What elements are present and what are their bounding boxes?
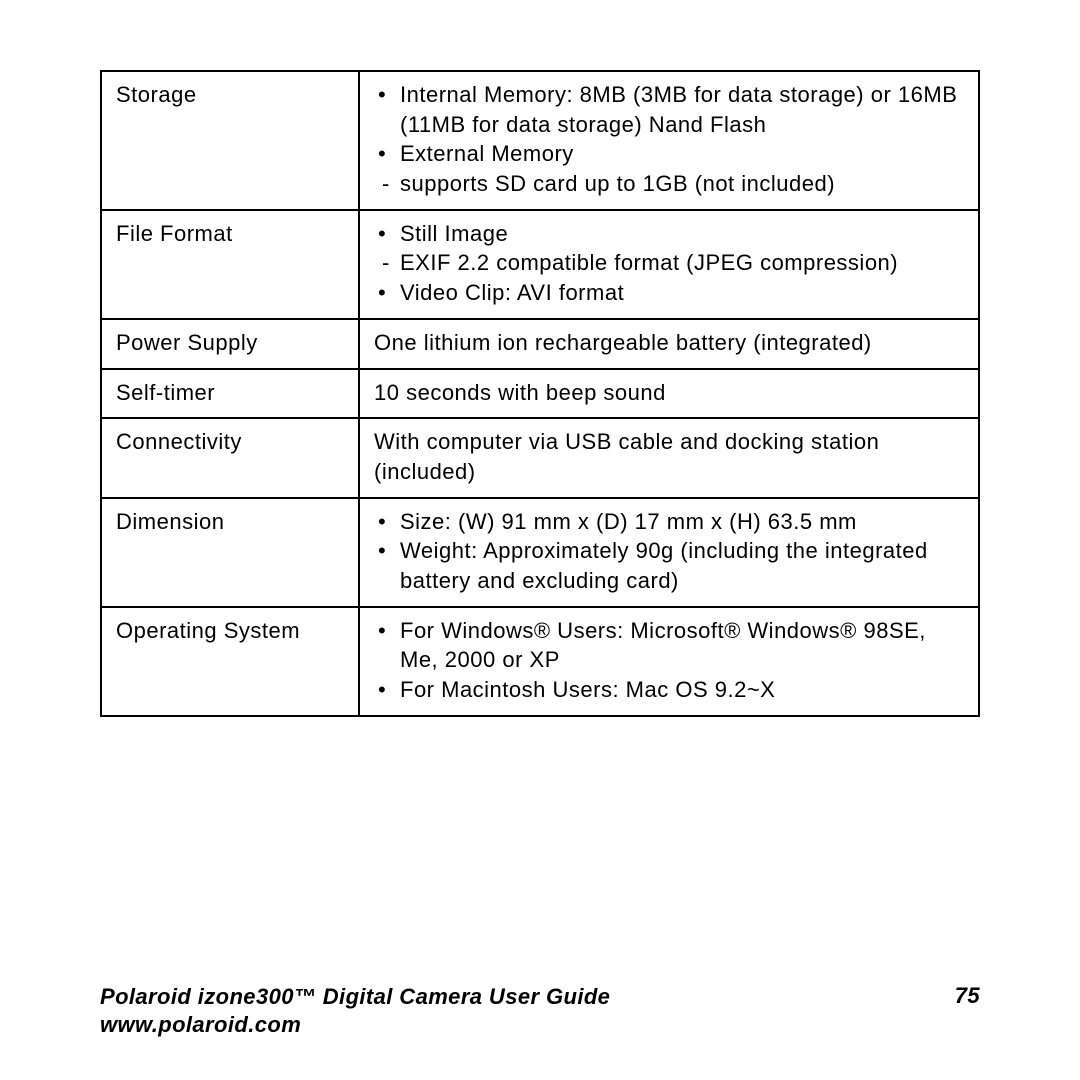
bullet-item: Internal Memory: 8MB (3MB for data stora… [374, 80, 966, 139]
footer-left: Polaroid izone300™ Digital Camera User G… [100, 983, 610, 1040]
bullet-list: For Windows® Users: Microsoft® Windows® … [374, 616, 966, 705]
bullet-list: Size: (W) 91 mm x (D) 17 mm x (H) 63.5 m… [374, 507, 966, 596]
row-label: Self-timer [101, 369, 359, 419]
row-value: With computer via USB cable and docking … [359, 418, 979, 497]
table-row: Power Supply One lithium ion rechargeabl… [101, 319, 979, 369]
sub-item: EXIF 2.2 compatible format (JPEG compres… [374, 248, 966, 278]
bullet-item: Size: (W) 91 mm x (D) 17 mm x (H) 63.5 m… [374, 507, 966, 537]
bullet-item: Weight: Approximately 90g (including the… [374, 536, 966, 595]
bullet-item: For Macintosh Users: Mac OS 9.2~X [374, 675, 966, 705]
sub-item: supports SD card up to 1GB (not included… [374, 169, 966, 199]
row-value: For Windows® Users: Microsoft® Windows® … [359, 607, 979, 716]
table-row: Dimension Size: (W) 91 mm x (D) 17 mm x … [101, 498, 979, 607]
bullet-list: Video Clip: AVI format [374, 278, 966, 308]
row-value: Still Image EXIF 2.2 compatible format (… [359, 210, 979, 319]
row-value: Internal Memory: 8MB (3MB for data stora… [359, 71, 979, 210]
row-label: Dimension [101, 498, 359, 607]
bullet-item: Still Image [374, 219, 966, 249]
row-label: Storage [101, 71, 359, 210]
row-label: File Format [101, 210, 359, 319]
table-row: Self-timer 10 seconds with beep sound [101, 369, 979, 419]
page: Storage Internal Memory: 8MB (3MB for da… [0, 0, 1080, 1080]
row-value: One lithium ion rechargeable battery (in… [359, 319, 979, 369]
table-row: Connectivity With computer via USB cable… [101, 418, 979, 497]
row-label: Connectivity [101, 418, 359, 497]
bullet-list: Still Image [374, 219, 966, 249]
row-value: 10 seconds with beep sound [359, 369, 979, 419]
footer-url: www.polaroid.com [100, 1011, 610, 1040]
table-row: Storage Internal Memory: 8MB (3MB for da… [101, 71, 979, 210]
bullet-list: Internal Memory: 8MB (3MB for data stora… [374, 80, 966, 169]
row-label: Power Supply [101, 319, 359, 369]
table-row: Operating System For Windows® Users: Mic… [101, 607, 979, 716]
row-label: Operating System [101, 607, 359, 716]
page-number: 75 [955, 983, 980, 1009]
footer-title: Polaroid izone300™ Digital Camera User G… [100, 983, 610, 1012]
page-footer: Polaroid izone300™ Digital Camera User G… [100, 983, 980, 1040]
bullet-item: Video Clip: AVI format [374, 278, 966, 308]
spec-table: Storage Internal Memory: 8MB (3MB for da… [100, 70, 980, 717]
bullet-item: External Memory [374, 139, 966, 169]
bullet-item: For Windows® Users: Microsoft® Windows® … [374, 616, 966, 675]
row-value: Size: (W) 91 mm x (D) 17 mm x (H) 63.5 m… [359, 498, 979, 607]
table-row: File Format Still Image EXIF 2.2 compati… [101, 210, 979, 319]
